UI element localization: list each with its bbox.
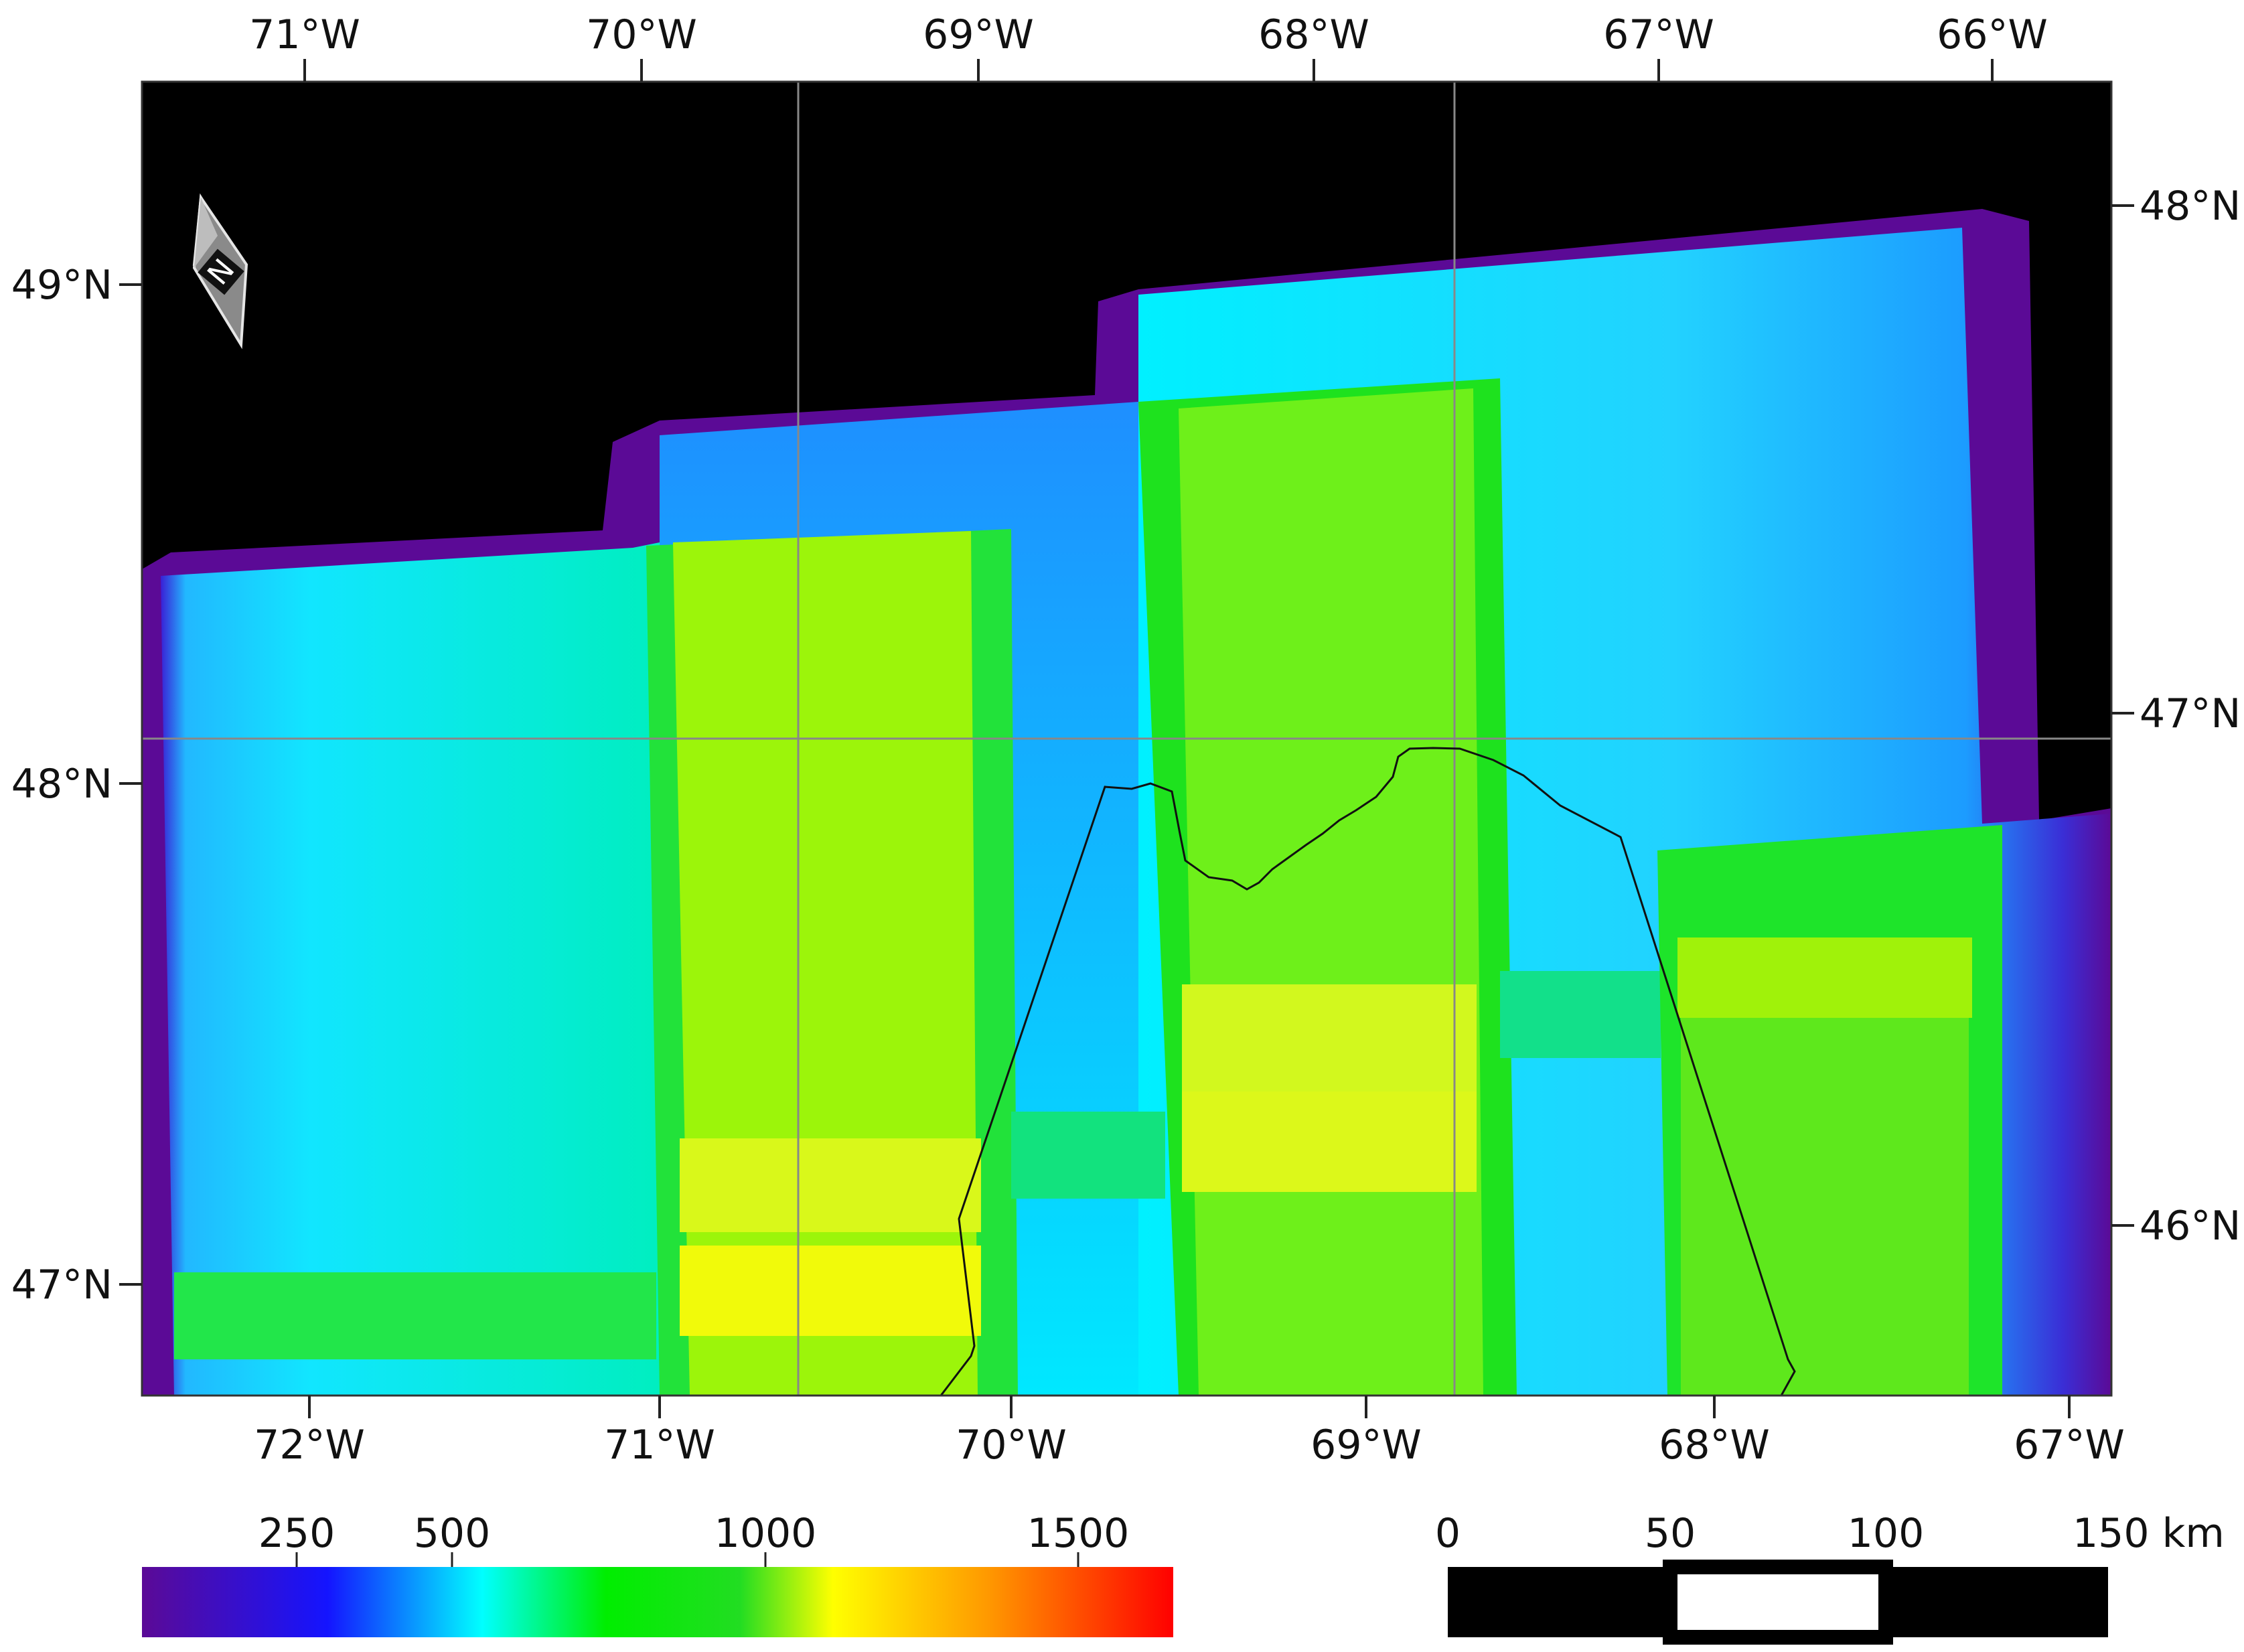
map-frame-border <box>141 80 2113 1397</box>
lat-label: 47°N <box>2140 690 2241 737</box>
scale-bar: 0 50 100 150 km <box>1435 1510 2225 1645</box>
band-west-yellow-1 <box>680 1138 981 1232</box>
band-east-yellowgreen <box>1677 937 1972 1018</box>
scale-bar-label: 50 <box>1645 1510 1696 1557</box>
lon-label: 68°W <box>1659 1422 1770 1469</box>
band-center-yellowgreen <box>1179 388 1483 1396</box>
band-mid-teal <box>1011 1112 1165 1199</box>
colorbar-tick-label: 1000 <box>715 1510 817 1557</box>
swath-left <box>161 542 660 1396</box>
tick-marks <box>119 59 2134 1418</box>
lon-label: 69°W <box>1311 1422 1422 1469</box>
band-east-lower <box>1681 1018 1969 1396</box>
boundary-line <box>940 747 1796 1396</box>
north-arrow-icon: N <box>192 193 248 350</box>
band-southwest-green <box>174 1272 656 1359</box>
lon-label: 70°W <box>956 1422 1067 1469</box>
band-center-yellow-1 <box>1182 984 1477 1092</box>
bottom-longitude-labels: 72°W 71°W 70°W 69°W 68°W 67°W <box>254 1422 2125 1469</box>
lon-label: 66°W <box>1937 11 2048 58</box>
lon-label: 71°W <box>249 11 360 58</box>
colorbar <box>142 1567 1173 1637</box>
band-center-yellow-2 <box>1182 1092 1477 1192</box>
map-area: N <box>142 82 2111 1396</box>
lon-label: 67°W <box>1603 11 1714 58</box>
top-longitude-labels: 71°W 70°W 69°W 68°W 67°W 66°W <box>249 11 2048 58</box>
lat-label: 48°N <box>2140 183 2241 230</box>
colorbar-tick-label: 250 <box>258 1510 335 1557</box>
scale-bar-segment <box>1448 1567 1670 1637</box>
lon-label: 67°W <box>2014 1422 2125 1469</box>
colorbar-legend: 250 500 1000 1500 <box>142 1510 1173 1637</box>
lat-label: 47°N <box>11 1262 113 1308</box>
lon-label: 68°W <box>1258 11 1369 58</box>
scale-bar-label: 0 <box>1435 1510 1461 1557</box>
left-latitude-labels: 49°N 48°N 47°N <box>11 262 113 1308</box>
scale-bar-segment <box>1886 1567 2108 1637</box>
scale-bar-label: 150 km <box>2073 1510 2225 1557</box>
colorbar-tick-label: 500 <box>414 1510 491 1557</box>
lon-label: 71°W <box>604 1422 715 1469</box>
scale-bar-label: 100 <box>1848 1510 1925 1557</box>
right-latitude-labels: 48°N 47°N 46°N <box>2140 183 2241 1250</box>
lon-label: 69°W <box>923 11 1034 58</box>
lat-label: 46°N <box>2140 1203 2241 1250</box>
lat-label: 49°N <box>11 262 113 309</box>
lat-label: 48°N <box>11 761 113 808</box>
scale-bar-segment <box>1663 1560 1893 1645</box>
lon-label: 72°W <box>254 1422 365 1469</box>
lon-label: 70°W <box>586 11 697 58</box>
band-east-teal <box>1500 971 1661 1058</box>
band-west-yellow-2 <box>680 1246 981 1336</box>
colorbar-tick-label: 1500 <box>1027 1510 1130 1557</box>
